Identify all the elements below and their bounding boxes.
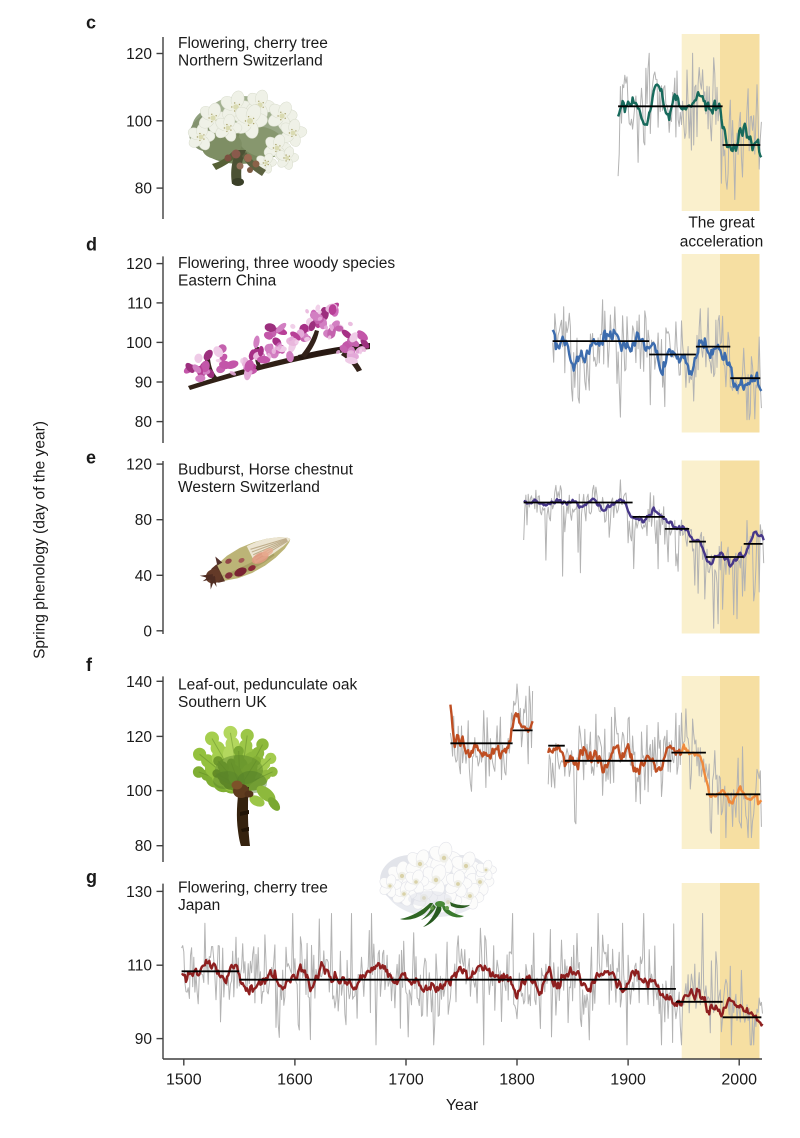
svg-text:110: 110 (127, 958, 152, 975)
svg-text:Southern UK: Southern UK (178, 694, 267, 711)
svg-text:Budburst, Horse chestnut: Budburst, Horse chestnut (178, 462, 354, 479)
svg-text:2000: 2000 (721, 1072, 757, 1089)
svg-text:100: 100 (126, 113, 152, 130)
svg-text:Leaf-out, pedunculate oak: Leaf-out, pedunculate oak (178, 677, 357, 694)
svg-text:f: f (86, 655, 93, 675)
svg-text:110: 110 (127, 295, 152, 312)
svg-text:140: 140 (126, 674, 152, 691)
svg-text:130: 130 (126, 884, 152, 901)
svg-text:80: 80 (135, 838, 153, 855)
svg-text:1700: 1700 (388, 1072, 424, 1089)
svg-text:The great: The great (688, 215, 755, 232)
svg-text:Flowering, three woody species: Flowering, three woody species (178, 255, 395, 272)
svg-text:c: c (86, 13, 96, 33)
svg-text:1800: 1800 (499, 1072, 535, 1089)
svg-text:100: 100 (126, 335, 152, 352)
svg-text:Northern Switzerland: Northern Switzerland (178, 53, 323, 70)
svg-text:80: 80 (135, 414, 153, 431)
svg-text:Eastern China: Eastern China (178, 273, 277, 290)
svg-text:90: 90 (135, 1031, 153, 1048)
svg-text:120: 120 (126, 46, 152, 63)
svg-text:80: 80 (135, 512, 153, 529)
svg-text:Western Switzerland: Western Switzerland (178, 479, 320, 496)
svg-text:120: 120 (126, 256, 152, 273)
svg-text:g: g (86, 867, 97, 887)
svg-text:90: 90 (135, 375, 153, 392)
svg-text:1500: 1500 (166, 1072, 202, 1089)
svg-text:40: 40 (135, 568, 153, 585)
svg-text:Year: Year (446, 1097, 479, 1114)
svg-text:Japan: Japan (178, 897, 220, 914)
svg-text:Flowering, cherry tree: Flowering, cherry tree (178, 35, 328, 52)
svg-text:0: 0 (143, 623, 152, 640)
svg-text:80: 80 (135, 181, 153, 198)
svg-text:120: 120 (126, 457, 152, 474)
svg-text:120: 120 (126, 729, 152, 746)
svg-text:Spring phenology (day of the y: Spring phenology (day of the year) (32, 421, 49, 659)
svg-text:100: 100 (126, 783, 152, 800)
svg-text:d: d (86, 235, 97, 255)
svg-text:Flowering, cherry tree: Flowering, cherry tree (178, 880, 328, 897)
svg-text:1600: 1600 (277, 1072, 313, 1089)
svg-text:1900: 1900 (610, 1072, 646, 1089)
svg-text:e: e (86, 447, 96, 467)
svg-text:acceleration: acceleration (680, 233, 764, 250)
